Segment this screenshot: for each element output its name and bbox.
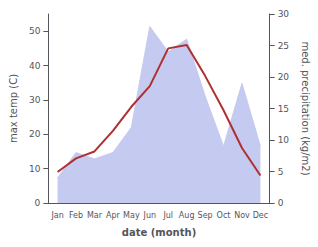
svg-text:Sep: Sep [198,211,213,220]
svg-text:Mar: Mar [87,211,103,220]
svg-text:10: 10 [278,135,290,145]
svg-text:Jul: Jul [162,211,173,220]
svg-text:Oct: Oct [217,211,231,220]
svg-text:med. precipitation (kg/m2): med. precipitation (kg/m2) [300,41,311,175]
svg-text:5: 5 [278,167,284,177]
svg-text:max temp (C): max temp (C) [8,74,19,143]
svg-text:date (month): date (month) [122,227,196,238]
svg-text:Aug: Aug [179,211,195,220]
svg-text:Jan: Jan [50,211,63,220]
svg-text:20: 20 [29,129,41,139]
svg-text:Jun: Jun [143,211,157,220]
svg-text:0: 0 [278,198,284,208]
svg-text:Dec: Dec [253,211,268,220]
svg-text:25: 25 [278,41,289,51]
svg-text:40: 40 [29,61,41,71]
svg-text:Nov: Nov [234,211,250,220]
svg-text:50: 50 [29,26,41,36]
svg-text:10: 10 [29,164,41,174]
svg-text:30: 30 [29,95,41,105]
svg-text:Feb: Feb [69,211,83,220]
svg-text:20: 20 [278,72,290,82]
svg-text:May: May [123,211,140,220]
svg-text:Apr: Apr [106,211,121,220]
svg-text:0: 0 [35,198,41,208]
svg-text:15: 15 [278,104,289,114]
svg-text:30: 30 [278,9,290,19]
